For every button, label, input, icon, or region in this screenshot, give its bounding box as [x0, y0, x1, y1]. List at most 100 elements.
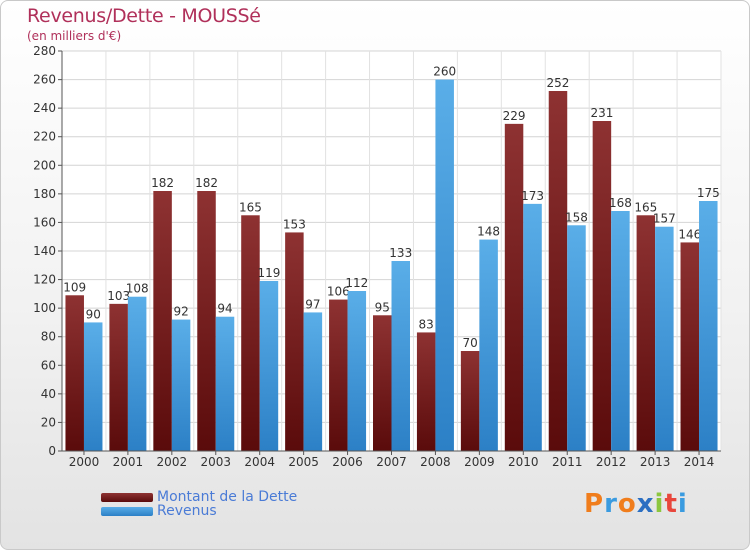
logo-letter: P [584, 489, 605, 519]
data-label-revenue: 92 [173, 305, 188, 319]
bar-debt [416, 332, 436, 451]
data-label-debt: 106 [327, 285, 350, 299]
data-label-debt: 153 [283, 217, 306, 231]
legend-label-revenue: Revenus [157, 503, 217, 519]
data-label-revenue: 97 [305, 297, 320, 311]
data-label-revenue: 133 [389, 246, 412, 260]
bar-debt [197, 191, 216, 451]
y-tick-label: 240 [33, 101, 56, 115]
data-label-revenue: 90 [86, 307, 101, 321]
legend-label-debt: Montant de la Dette [157, 489, 298, 505]
bar-debt [504, 123, 524, 451]
y-tick-label: 260 [33, 73, 56, 87]
data-label-revenue: 158 [565, 210, 588, 224]
x-tick-label: 2000 [69, 455, 100, 469]
x-tick-label: 2004 [244, 455, 275, 469]
data-label-revenue: 168 [609, 196, 632, 210]
y-tick-label: 220 [33, 130, 56, 144]
data-label-debt: 95 [375, 300, 390, 314]
legend-item-revenue: Revenus [101, 503, 217, 519]
bar-debt [636, 215, 656, 451]
data-label-debt: 229 [503, 109, 526, 123]
y-tick-label: 120 [33, 273, 56, 287]
data-label-debt: 182 [151, 176, 174, 190]
x-tick-label: 2013 [640, 455, 671, 469]
y-tick-label: 60 [41, 358, 56, 372]
data-label-revenue: 173 [521, 189, 544, 203]
y-tick-label: 180 [33, 187, 56, 201]
bar-revenue [347, 291, 367, 451]
bar-debt [592, 121, 612, 451]
legend-item-debt: Montant de la Dette [101, 489, 297, 505]
legend-swatch-revenue [101, 506, 153, 516]
logo-letter: x [636, 489, 655, 519]
y-tick-label: 160 [33, 215, 56, 229]
y-tick-label: 100 [33, 301, 56, 315]
data-label-debt: 165 [634, 200, 657, 214]
bar-debt [460, 351, 480, 451]
x-tick-label: 2001 [113, 455, 144, 469]
data-label-debt: 103 [107, 289, 130, 303]
x-tick-label: 2009 [464, 455, 495, 469]
logo-letter: t [664, 489, 678, 519]
bar-revenue [435, 79, 454, 452]
bar-revenue [523, 203, 542, 451]
bar-debt [548, 91, 568, 451]
bar-debt [153, 191, 172, 451]
proxiti-logo: Proxiti [584, 489, 688, 519]
x-tick-label: 2002 [157, 455, 188, 469]
x-tick-label: 2011 [552, 455, 583, 469]
bar-debt [241, 215, 260, 451]
bar-revenue [479, 239, 498, 451]
bar-debt [109, 303, 128, 451]
bar-revenue [259, 281, 279, 451]
y-tick-label: 0 [48, 444, 56, 458]
data-label-revenue: 112 [345, 276, 368, 290]
data-label-debt: 146 [678, 227, 701, 241]
legend-swatch-debt [101, 492, 153, 502]
data-label-debt: 182 [195, 176, 218, 190]
bar-revenue [83, 322, 103, 451]
bar-debt [329, 299, 348, 451]
logo-letter: i [677, 489, 688, 519]
bar-revenue [567, 225, 586, 451]
y-tick-label: 140 [33, 244, 56, 258]
data-label-revenue: 94 [217, 302, 232, 316]
data-label-debt: 165 [239, 200, 262, 214]
y-tick-label: 20 [41, 415, 56, 429]
data-label-revenue: 108 [126, 282, 149, 296]
data-label-revenue: 148 [477, 225, 500, 239]
chart-title: Revenus/Dette - MOUSSé [27, 5, 261, 27]
bar-debt [65, 295, 84, 451]
logo-letter: o [617, 489, 637, 519]
y-tick-label: 200 [33, 158, 56, 172]
y-axis: 0 20 40 60 80 100 120 140 160 180 200 220 240 260 280 [33, 44, 63, 458]
y-tick-label: 40 [41, 387, 56, 401]
bar-revenue [655, 226, 674, 451]
bar-revenue [699, 201, 718, 451]
bar-revenue [391, 261, 410, 451]
logo-letter: r [604, 489, 618, 519]
bar-revenue [611, 211, 630, 451]
bar-revenue [303, 312, 323, 451]
logo-letter: i [654, 489, 665, 519]
data-label-revenue: 260 [433, 65, 456, 79]
bar-debt [680, 242, 700, 451]
data-label-debt: 109 [63, 280, 86, 294]
x-tick-label: 2007 [376, 455, 407, 469]
data-label-revenue: 157 [653, 212, 676, 226]
data-label-debt: 70 [462, 336, 477, 350]
x-tick-label: 2010 [508, 455, 539, 469]
y-tick-label: 80 [41, 330, 56, 344]
bar-debt [285, 232, 304, 451]
bar-revenue [215, 316, 235, 451]
bar-debt [373, 315, 392, 451]
x-tick-label: 2014 [684, 455, 715, 469]
data-label-debt: 83 [419, 317, 434, 331]
chart-subtitle: (en milliers d'€) [27, 29, 122, 43]
x-tick-label: 2006 [332, 455, 363, 469]
data-label-debt: 231 [590, 106, 613, 120]
data-label-revenue: 175 [697, 186, 720, 200]
